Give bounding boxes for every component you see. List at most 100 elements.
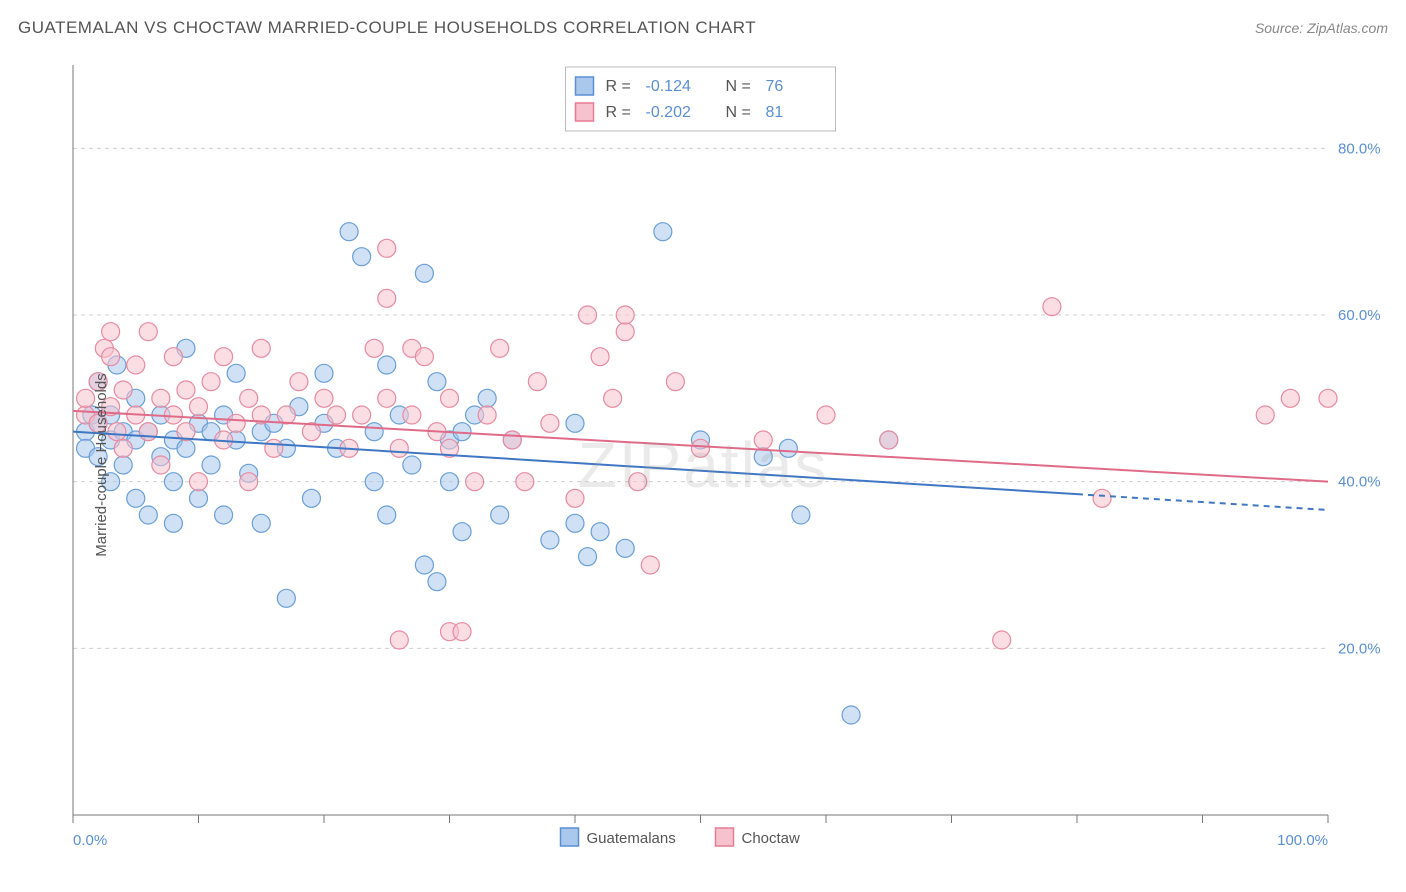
data-point: [353, 248, 371, 266]
x-end-label: 100.0%: [1277, 832, 1328, 849]
data-point: [114, 381, 132, 399]
data-point: [190, 489, 208, 507]
data-point: [328, 406, 346, 424]
source-label: Source: ZipAtlas.com: [1255, 20, 1388, 36]
data-point: [1319, 389, 1337, 407]
data-point: [441, 389, 459, 407]
data-point: [265, 439, 283, 457]
data-point: [466, 473, 484, 491]
data-point: [353, 406, 371, 424]
data-point: [1043, 298, 1061, 316]
data-point: [340, 223, 358, 241]
data-point: [190, 473, 208, 491]
data-point: [566, 414, 584, 432]
legend-swatch: [561, 828, 579, 846]
data-point: [604, 389, 622, 407]
chart-area: Married-couple Households ZIPatlas 20.0%…: [18, 55, 1388, 874]
data-point: [616, 323, 634, 341]
stats-r-label: R =: [606, 78, 631, 95]
data-point: [428, 573, 446, 591]
data-point: [817, 406, 835, 424]
y-tick-label: 40.0%: [1338, 474, 1381, 491]
data-point: [415, 348, 433, 366]
data-point: [227, 414, 245, 432]
data-point: [478, 406, 496, 424]
data-point: [491, 506, 509, 524]
stats-n-value: 76: [766, 78, 784, 95]
data-point: [227, 364, 245, 382]
legend-label: Guatemalans: [587, 830, 676, 847]
stats-r-label: R =: [606, 104, 631, 121]
data-point: [365, 339, 383, 357]
data-point: [579, 548, 597, 566]
stats-swatch: [576, 103, 594, 121]
data-point: [415, 264, 433, 282]
data-point: [390, 439, 408, 457]
data-point: [202, 373, 220, 391]
data-point: [378, 239, 396, 257]
legend-label: Choctaw: [742, 830, 801, 847]
data-point: [528, 373, 546, 391]
stats-n-label: N =: [726, 104, 751, 121]
data-point: [993, 631, 1011, 649]
stats-swatch: [576, 77, 594, 95]
data-point: [240, 473, 258, 491]
data-point: [252, 339, 270, 357]
data-point: [441, 473, 459, 491]
trend-line: [73, 432, 1077, 495]
data-point: [641, 556, 659, 574]
data-point: [202, 456, 220, 474]
data-point: [491, 339, 509, 357]
data-point: [654, 223, 672, 241]
data-point: [591, 348, 609, 366]
data-point: [541, 531, 559, 549]
stats-n-value: 81: [766, 104, 784, 121]
data-point: [127, 489, 145, 507]
scatter-chart: 20.0%40.0%60.0%80.0%0.0%100.0%R =-0.124N…: [18, 55, 1388, 874]
data-point: [880, 431, 898, 449]
data-point: [792, 506, 810, 524]
data-point: [152, 389, 170, 407]
data-point: [579, 306, 597, 324]
data-point: [139, 506, 157, 524]
x-start-label: 0.0%: [73, 832, 107, 849]
data-point: [139, 323, 157, 341]
data-point: [102, 348, 120, 366]
data-point: [1256, 406, 1274, 424]
data-point: [478, 389, 496, 407]
data-point: [1281, 389, 1299, 407]
data-point: [390, 631, 408, 649]
legend-swatch: [716, 828, 734, 846]
data-point: [692, 439, 710, 457]
data-point: [190, 398, 208, 416]
data-point: [378, 506, 396, 524]
data-point: [114, 456, 132, 474]
data-point: [152, 456, 170, 474]
data-point: [754, 431, 772, 449]
data-point: [77, 389, 95, 407]
chart-title: GUATEMALAN VS CHOCTAW MARRIED-COUPLE HOU…: [18, 18, 756, 38]
data-point: [177, 439, 195, 457]
data-point: [127, 356, 145, 374]
data-point: [215, 506, 233, 524]
data-point: [114, 439, 132, 457]
data-point: [566, 514, 584, 532]
data-point: [315, 364, 333, 382]
data-point: [240, 389, 258, 407]
data-point: [616, 539, 634, 557]
data-point: [302, 489, 320, 507]
data-point: [842, 706, 860, 724]
data-point: [365, 473, 383, 491]
data-point: [164, 473, 182, 491]
data-point: [1093, 489, 1111, 507]
data-point: [139, 423, 157, 441]
trend-line-extrapolated: [1077, 494, 1328, 510]
data-point: [453, 623, 471, 641]
data-point: [403, 406, 421, 424]
stats-box: [566, 67, 836, 131]
data-point: [629, 473, 647, 491]
stats-n-label: N =: [726, 78, 751, 95]
data-point: [428, 373, 446, 391]
data-point: [503, 431, 521, 449]
data-point: [164, 348, 182, 366]
